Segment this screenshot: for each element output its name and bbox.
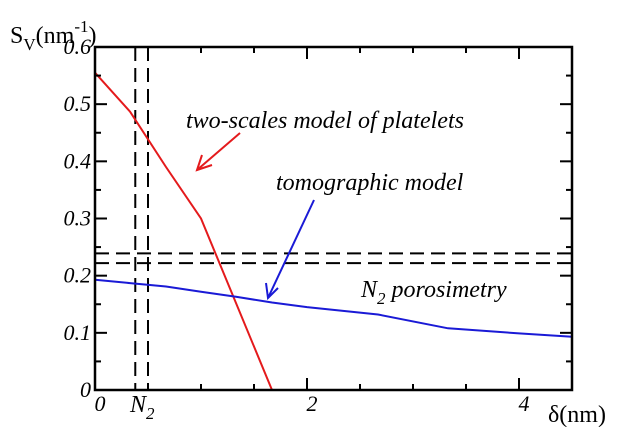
x-axis-title: δ(nm) [548,402,606,427]
y-tick-label: 0 [80,377,91,402]
annotation-arrow-blue [265,199,315,301]
y-axis-title: SV(nm-1) [10,17,96,54]
x-tick-label: 4 [519,391,530,416]
plot-frame [93,45,574,392]
y-tick-label: 0.1 [64,320,92,345]
series-line-1 [94,278,573,338]
y-tick-label: 0.2 [64,263,92,288]
reference-lines [95,47,572,390]
hline-label: N2 porosimetry [360,277,507,308]
tick-labels: 0 0.1 0.2 0.3 0.4 0.5 0.6 0 2 4 [64,34,530,416]
red-series-label: two-scales model of platelets [186,108,464,134]
y-tick-label: 0.4 [64,148,92,173]
vline-label: N2 [129,392,155,423]
annotation-arrow-red [195,132,241,172]
y-tick-label: 0.5 [64,91,92,116]
x-tick-label: 0 [95,391,106,416]
y-tick-label: 0.3 [64,206,92,231]
ticks [94,46,573,391]
y-tick-label: 0.6 [64,34,92,59]
x-tick-label: 2 [307,391,318,416]
blue-series-label: tomographic model [276,170,464,196]
